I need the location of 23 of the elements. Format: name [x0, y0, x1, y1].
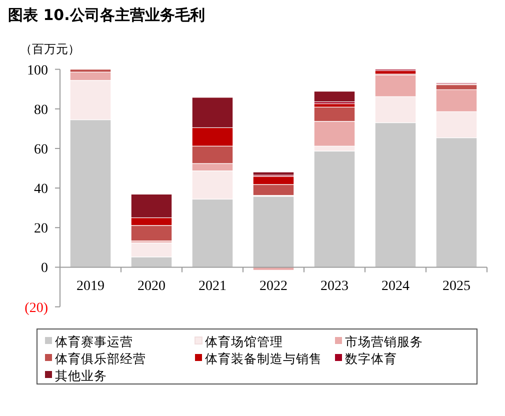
ylabel: （百万元） [20, 42, 80, 56]
title: 图表 10.公司各主营业务毛利 [8, 6, 205, 24]
y-tick-label: 20 [34, 222, 48, 237]
x-tick-label: 2025 [442, 279, 470, 294]
x-tick-label: 2020 [138, 279, 166, 294]
y-tick-label: 80 [34, 102, 48, 118]
legend-label: 体育装备制造与销售 [205, 351, 322, 366]
legend-label: 其他业务 [55, 368, 107, 383]
legend-label: 市场营销服务 [345, 334, 423, 349]
x-tick-label: 2023 [320, 279, 348, 294]
y-tick-label: 60 [34, 142, 48, 158]
legend-label: 数字体育 [345, 351, 397, 366]
x-tick-label: 2024 [382, 279, 410, 294]
y-tick-label: 0 [41, 261, 48, 276]
x-tick-label: 2021 [198, 279, 226, 294]
legend-label: 体育赛事运营 [55, 334, 133, 349]
x-tick-label: 2022 [260, 279, 288, 294]
legend-label: 体育场馆管理 [205, 334, 283, 349]
y-tick-label: (20) [24, 300, 48, 316]
y-tick-label: 100 [27, 63, 48, 78]
legend-label: 体育俱乐部经营 [55, 351, 146, 366]
x-tick-label: 2019 [76, 279, 104, 294]
y-tick-label: 40 [34, 182, 48, 198]
